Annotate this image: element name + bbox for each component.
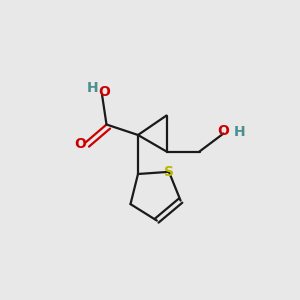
Text: H: H: [234, 125, 246, 139]
Text: S: S: [164, 165, 174, 179]
Text: O: O: [218, 124, 230, 137]
Text: O: O: [98, 85, 110, 99]
Text: H: H: [87, 81, 98, 95]
Text: O: O: [74, 137, 86, 151]
